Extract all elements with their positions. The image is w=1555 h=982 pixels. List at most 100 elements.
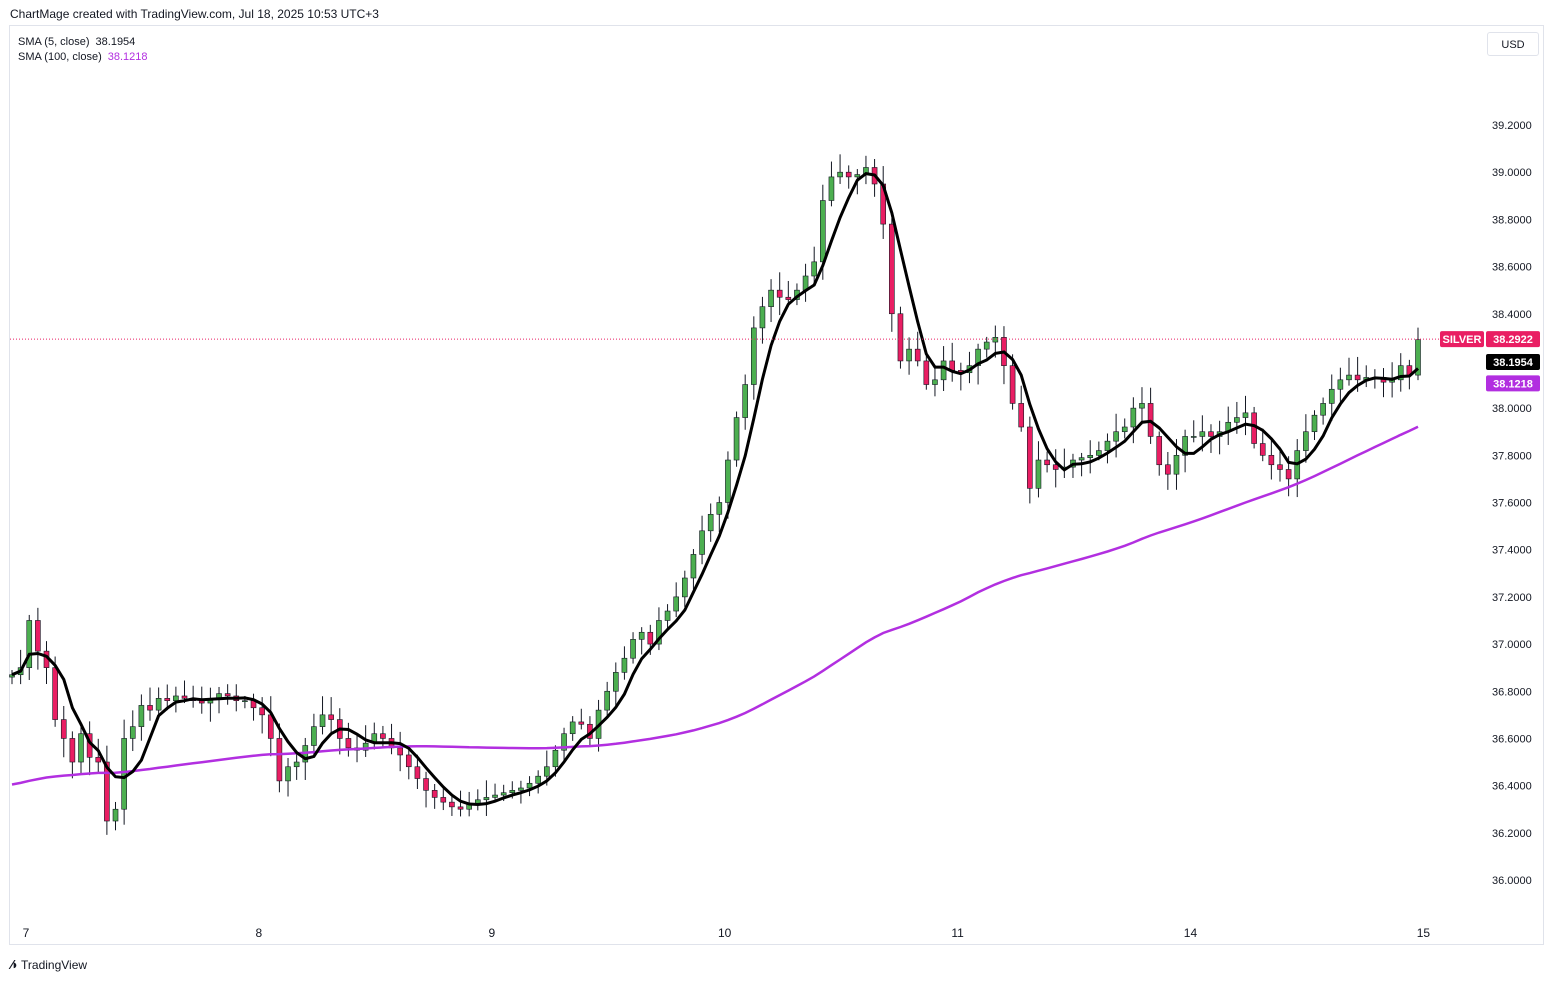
candle-body: [811, 261, 817, 277]
candle-body: [509, 790, 516, 794]
candle-body: [604, 690, 610, 711]
candle-body: [1277, 464, 1283, 470]
candle-body: [682, 577, 688, 598]
candle-body: [1027, 426, 1033, 489]
candle-body: [138, 705, 145, 727]
candle-body: [854, 174, 861, 178]
candle-body: [638, 631, 645, 640]
indicator-legend: SMA (5, close) 38.1954 SMA (100, close) 38…: [18, 35, 148, 65]
candle-body: [1009, 365, 1016, 404]
candle-body: [1156, 436, 1163, 466]
candle-body: [828, 176, 835, 201]
candle-body: [492, 794, 498, 798]
candle-body: [129, 726, 136, 739]
candle-body: [9, 674, 15, 678]
candle-body: [725, 459, 731, 503]
candle-body: [181, 695, 188, 699]
candle-body: [1208, 431, 1214, 437]
candle-body: [423, 778, 429, 791]
candle-body: [431, 790, 438, 798]
candle-body: [699, 530, 705, 555]
candle-body: [319, 714, 326, 727]
y-tick-label: 37.8000: [1492, 450, 1532, 462]
candle-body: [500, 792, 507, 796]
candle-body: [1242, 412, 1249, 418]
x-tick-label: 14: [1184, 926, 1198, 940]
sma5-legend-row[interactable]: SMA (5, close) 38.1954: [18, 35, 148, 50]
candle-body: [526, 782, 533, 789]
y-tick-label: 37.6000: [1492, 498, 1532, 510]
candle-body: [992, 337, 999, 343]
candle-body: [397, 747, 403, 756]
sma100-legend-label: SMA (100, close): [18, 51, 102, 63]
candle-body: [1173, 455, 1180, 475]
candle-body: [776, 289, 783, 298]
currency-button[interactable]: USD: [1487, 32, 1539, 56]
candle-body: [621, 657, 628, 673]
candle-body: [449, 801, 455, 808]
y-tick-label: 38.0000: [1492, 403, 1532, 415]
y-tick-label: 36.6000: [1492, 733, 1532, 745]
y-tick-label: 37.2000: [1492, 592, 1532, 604]
sma5-price-tag: 38.1954: [1493, 357, 1534, 369]
candle-body: [1104, 440, 1111, 451]
candle-body: [707, 513, 714, 532]
sma5-legend-label: SMA (5, close): [18, 36, 90, 48]
candle-body: [311, 726, 317, 746]
y-tick-label: 36.0000: [1492, 875, 1532, 887]
candle-body: [414, 766, 421, 779]
candle-body: [293, 761, 300, 768]
candle-body: [820, 200, 826, 263]
candle-body: [733, 417, 740, 461]
candle-body: [647, 631, 654, 645]
x-tick-label: 10: [718, 926, 732, 940]
candle-body: [768, 289, 774, 307]
candle-body: [457, 806, 464, 810]
candle-body: [751, 327, 757, 385]
candle-body: [613, 672, 619, 692]
candle-body: [1096, 450, 1102, 456]
candle-body: [1130, 407, 1137, 428]
y-tick-label: 37.0000: [1492, 639, 1532, 651]
candle-body: [673, 596, 679, 612]
candle-body: [345, 738, 352, 749]
candle-body: [716, 502, 723, 515]
candle-body: [923, 360, 930, 385]
footer-brand: ⁄◗ TradingView: [11, 957, 87, 972]
candle-body: [1234, 417, 1240, 423]
sma100-price-tag: 38.1218: [1493, 378, 1533, 390]
y-tick-label: 39.2000: [1492, 120, 1532, 132]
candle-body: [173, 695, 179, 701]
symbol-tag: SILVER: [1443, 334, 1482, 346]
candle-body: [1190, 436, 1197, 438]
candle-body: [1165, 464, 1171, 475]
y-tick-label: 39.0000: [1492, 167, 1532, 179]
candle-body: [552, 749, 559, 768]
candle-body: [1182, 436, 1188, 456]
candle-body: [60, 719, 67, 739]
candle-body: [1018, 403, 1025, 428]
candle-body: [759, 306, 766, 329]
candle-body: [1285, 469, 1292, 480]
candle-body: [1087, 455, 1094, 458]
sma100-legend-row[interactable]: SMA (100, close) 38.1218: [18, 50, 148, 65]
candle-body: [1259, 443, 1266, 456]
y-tick-label: 38.4000: [1492, 309, 1532, 321]
candle-body: [52, 667, 58, 720]
candle-body: [932, 379, 938, 385]
candle-body: [26, 620, 33, 668]
candle-body: [121, 738, 127, 810]
y-tick-label: 38.6000: [1492, 262, 1532, 274]
candle-body: [742, 384, 748, 418]
chart-attribution: ChartMage created with TradingView.com, …: [10, 7, 379, 21]
candle-body: [975, 348, 981, 366]
candle-body: [543, 766, 550, 777]
candle-body: [1415, 339, 1421, 376]
candle-body: [483, 797, 490, 801]
candle-body: [914, 348, 921, 362]
candle-body: [1121, 426, 1128, 433]
candle-body: [664, 610, 671, 621]
candle-body: [1311, 414, 1318, 433]
candle-body: [1052, 464, 1059, 470]
